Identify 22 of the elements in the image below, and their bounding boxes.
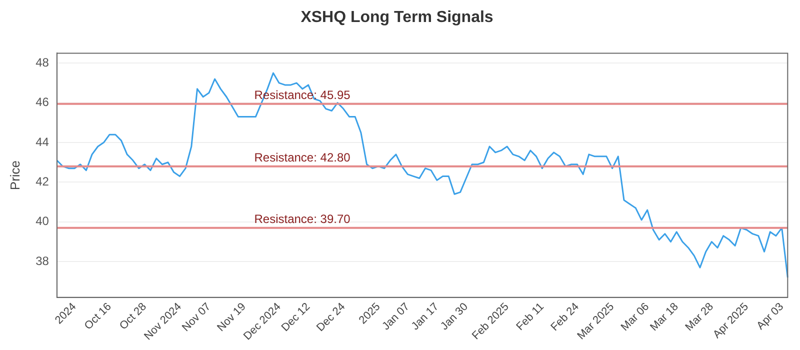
y-tick-label: 40 [36, 214, 50, 228]
ref-line-label: Resistance: 39.70 [254, 212, 351, 226]
x-tick-label: Dec 24 [314, 300, 348, 334]
chart-title: XSHQ Long Term Signals [300, 9, 494, 26]
y-tick-label: 38 [36, 254, 50, 268]
x-tick-label: Mar 18 [648, 300, 681, 334]
x-tick-label: Oct 16 [82, 300, 114, 332]
x-tick-label: Apr 03 [754, 300, 786, 332]
x-tick-label: Jan 07 [380, 300, 412, 333]
y-axis-title: Price [7, 160, 22, 190]
y-tick-label: 42 [36, 174, 50, 189]
ref-line-label: Resistance: 42.80 [254, 150, 351, 165]
x-tick-label: Jan 17 [409, 300, 442, 333]
y-tick-label: 44 [36, 134, 50, 149]
x-tick-label: Jan 30 [438, 300, 470, 333]
x-tick-label: Nov 07 [180, 300, 214, 334]
y-tick-label: 48 [36, 55, 50, 70]
x-tick-label: Oct 28 [118, 300, 149, 332]
x-tick-label: Feb 11 [514, 300, 546, 333]
x-tick-label: Dec 12 [279, 300, 313, 334]
y-tick-label: 46 [36, 95, 50, 110]
x-tick-label: Feb 24 [548, 300, 582, 334]
